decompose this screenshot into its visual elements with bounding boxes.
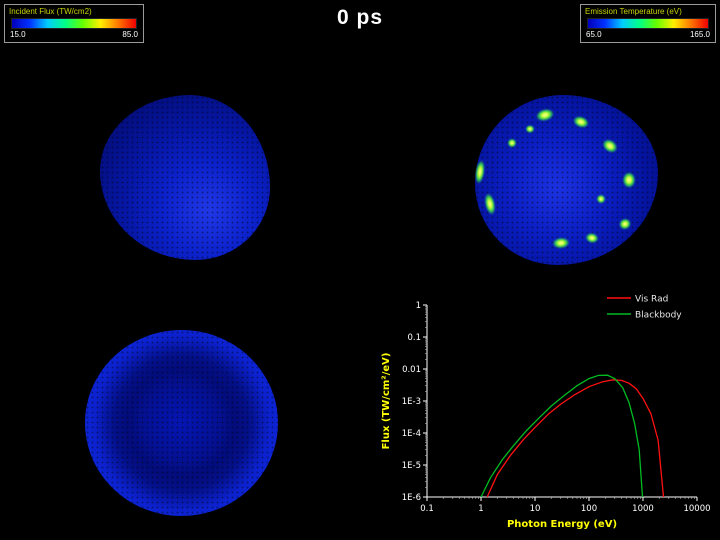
emission-temperature-max-value: 165.0 [689,30,710,39]
incident-flux-max-value: 85.0 [122,30,138,39]
emission-temperature-colorbar [587,18,709,29]
time-label: 0 ps [336,6,384,29]
y-tick-label: 1 [416,301,421,311]
incident-flux-colorbar [11,18,137,29]
x-tick-label: 100 [581,504,597,514]
beam-spot [584,231,600,244]
render-view-emission-temperature[interactable] [474,95,658,265]
vis-rad-curve [486,379,665,498]
legend-label: Vis Rad [635,295,668,305]
beam-spot [552,236,570,250]
y-axis-label: Flux (TW/cm²/eV) [381,353,392,450]
beam-spot [622,172,636,188]
beam-spot [596,194,606,204]
render-view-incident-flux[interactable] [100,95,270,260]
beam-spot [617,216,633,232]
beam-spot [474,158,487,185]
spectrum-plot-svg: 0.1 1 10 100 1000 10000 1 0.1 0.01 1E-3 1E-4 1E-5 1E… [381,295,711,531]
emission-temperature-legend: Emission Temperature (eV) 65.0 165.0 [580,4,716,43]
y-tick-label: 1E-5 [402,461,421,471]
y-tick-label: 1E-6 [402,493,421,503]
beam-spot-layer [474,95,658,265]
x-tick-label: 10 [530,504,541,514]
beam-spot [600,136,621,156]
beam-spot [482,191,497,216]
emission-temperature-legend-title: Emission Temperature (eV) [585,7,682,16]
incident-flux-legend: Incident Flux (TW/cm2) 15.0 85.0 [4,4,144,43]
render-view-polar[interactable] [85,330,278,516]
emission-temperature-min-value: 65.0 [586,30,602,39]
y-tick-label: 0.1 [407,333,421,343]
x-tick-label: 1000 [632,504,654,514]
target-surface-flux [100,95,270,260]
x-tick-label: 1 [478,504,483,514]
x-tick-label: 10000 [683,504,710,514]
legend-label: Blackbody [635,311,682,321]
beam-spot [507,138,517,148]
blackbody-curve [480,374,644,498]
y-tick-label: 1E-3 [402,397,421,407]
incident-flux-range: 15.0 85.0 [9,30,139,39]
beam-spot [571,114,591,131]
y-tick-label: 0.01 [402,365,421,375]
target-surface-polar [85,330,278,516]
y-tick-label: 1E-4 [402,429,421,439]
beam-spot [525,125,535,133]
x-axis-label: Photon Energy (eV) [507,519,617,530]
beam-spot [534,107,555,124]
x-tick-label: 0.1 [420,504,434,514]
incident-flux-min-value: 15.0 [10,30,26,39]
emission-temperature-range: 65.0 165.0 [585,30,711,39]
spectrum-chart: 0.1 1 10 100 1000 10000 1 0.1 0.01 1E-3 1E-4 1E-5 1E… [375,288,720,538]
incident-flux-legend-title: Incident Flux (TW/cm2) [9,7,92,16]
